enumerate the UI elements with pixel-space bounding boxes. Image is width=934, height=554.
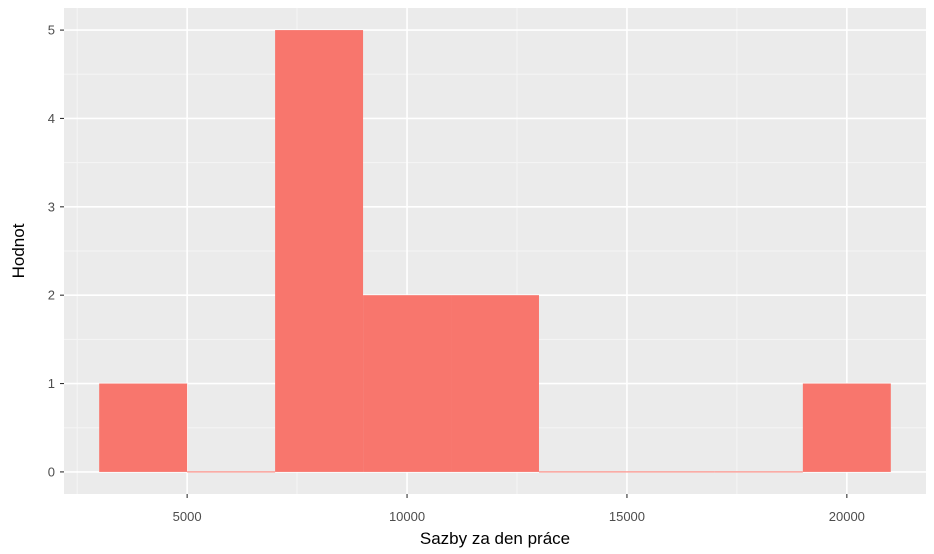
y-tick-label: 2 (48, 288, 55, 303)
x-tick-label: 15000 (609, 509, 645, 524)
y-tick-label: 1 (48, 376, 55, 391)
histogram-bar-5 (451, 295, 539, 472)
histogram-bar-3 (275, 30, 364, 472)
histogram-bar-4 (363, 295, 452, 472)
histogram-bar-6 (538, 471, 627, 473)
y-axis-title: Hodnot (9, 223, 28, 278)
x-tick-label: 20000 (829, 509, 865, 524)
y-tick-label: 0 (48, 464, 55, 479)
histogram-bar-8 (714, 471, 803, 473)
y-tick-label: 4 (48, 111, 55, 126)
histogram-bar-1 (99, 383, 188, 472)
x-tick-label: 10000 (389, 509, 425, 524)
y-tick-label: 5 (48, 23, 55, 38)
histogram-bar-2 (187, 471, 276, 473)
y-tick-label: 3 (48, 199, 55, 214)
x-axis: 5000 10000 15000 20000 (173, 494, 865, 524)
histogram-bar-7 (626, 471, 715, 473)
x-tick-label: 5000 (173, 509, 202, 524)
histogram-bar-9 (802, 383, 891, 472)
y-axis: 0 1 2 3 4 5 (48, 23, 64, 479)
histogram-bars (99, 30, 891, 473)
x-axis-title: Sazby za den práce (420, 529, 570, 548)
